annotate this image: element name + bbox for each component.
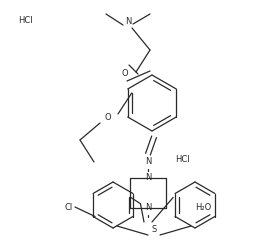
Text: HCl: HCl: [175, 155, 190, 164]
Text: N: N: [145, 173, 151, 183]
Text: N: N: [125, 18, 131, 27]
Text: Cl: Cl: [65, 203, 73, 212]
Text: O: O: [105, 113, 111, 122]
Text: O: O: [122, 69, 128, 78]
Text: N: N: [145, 203, 151, 213]
Text: S: S: [151, 225, 157, 234]
Text: N: N: [145, 157, 151, 166]
Text: H₂O: H₂O: [195, 203, 211, 213]
Text: HCl: HCl: [18, 16, 33, 25]
